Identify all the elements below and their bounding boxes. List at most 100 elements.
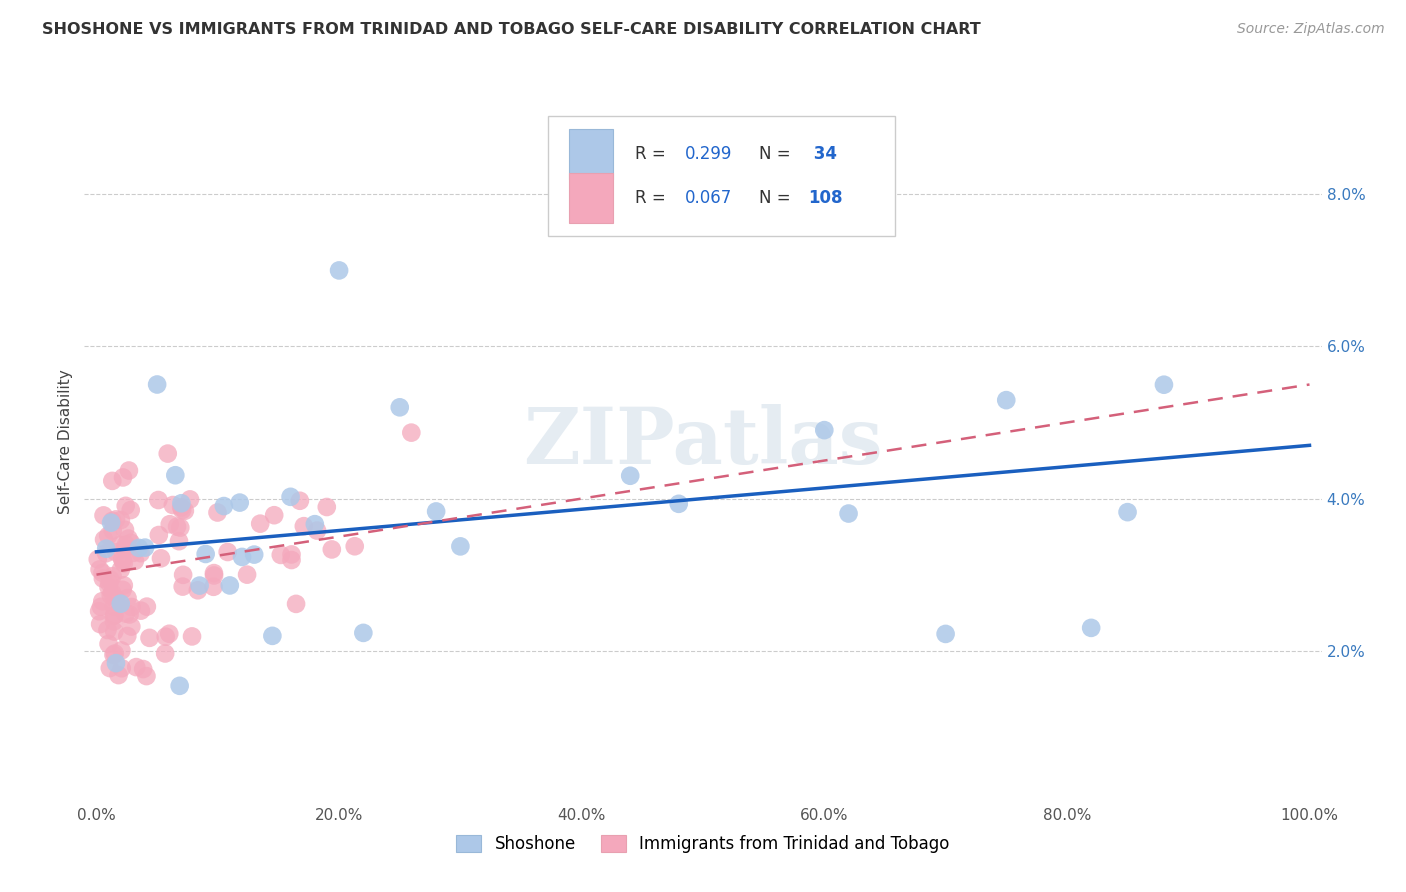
Point: [217, 545, 239, 559]
Point: [285, 597, 308, 611]
Point: [96, 623, 118, 637]
Point: [449, 540, 471, 554]
Point: [138, 631, 160, 645]
Point: [97, 637, 120, 651]
Point: [97, 580, 120, 594]
Point: [132, 662, 155, 676]
Point: [101, 474, 124, 488]
Point: [159, 517, 181, 532]
Point: [166, 519, 188, 533]
Point: [170, 496, 193, 510]
Point: [100, 516, 122, 530]
Point: [89, 562, 111, 576]
Point: [118, 607, 141, 622]
Point: [104, 656, 127, 670]
Point: [165, 468, 187, 483]
Point: [179, 492, 201, 507]
Point: [995, 393, 1018, 408]
Point: [121, 599, 143, 614]
Point: [304, 517, 326, 532]
Point: [321, 542, 343, 557]
Point: [157, 626, 180, 640]
Point: [93, 533, 115, 547]
Point: [103, 608, 125, 623]
Point: [262, 629, 284, 643]
Point: [101, 514, 124, 528]
Point: [111, 553, 134, 567]
Point: [315, 500, 337, 514]
Point: [172, 503, 194, 517]
Point: [114, 541, 136, 556]
Point: [162, 498, 184, 512]
Text: N =: N =: [759, 189, 796, 207]
Point: [838, 507, 860, 521]
Point: [425, 504, 447, 518]
Point: [173, 504, 195, 518]
Point: [117, 532, 139, 546]
Text: 0.067: 0.067: [685, 189, 731, 207]
Point: [91, 566, 114, 580]
Point: [96, 541, 118, 556]
Point: [169, 679, 191, 693]
Point: [243, 548, 266, 562]
Text: R =: R =: [636, 145, 671, 163]
Point: [100, 588, 122, 602]
Point: [149, 551, 172, 566]
Point: [194, 547, 217, 561]
Point: [153, 647, 176, 661]
Point: [117, 629, 139, 643]
Point: [101, 524, 124, 538]
Point: [128, 541, 150, 555]
Point: [202, 568, 225, 582]
Text: SHOSHONE VS IMMIGRANTS FROM TRINIDAD AND TOBAGO SELF-CARE DISABILITY CORRELATION: SHOSHONE VS IMMIGRANTS FROM TRINIDAD AND…: [42, 22, 981, 37]
Point: [98, 661, 121, 675]
Text: 108: 108: [808, 189, 842, 207]
Point: [122, 546, 145, 560]
Point: [156, 447, 179, 461]
Point: [94, 546, 117, 560]
Y-axis label: Self-Care Disability: Self-Care Disability: [58, 369, 73, 514]
Text: Source: ZipAtlas.com: Source: ZipAtlas.com: [1237, 22, 1385, 37]
Point: [120, 619, 142, 633]
Bar: [569, 173, 613, 223]
Point: [288, 493, 311, 508]
Point: [114, 607, 136, 621]
Point: [292, 519, 315, 533]
Point: [212, 499, 235, 513]
Point: [125, 660, 148, 674]
Point: [101, 586, 124, 600]
Text: ZIPatlas: ZIPatlas: [523, 403, 883, 480]
Point: [305, 524, 328, 538]
Point: [103, 648, 125, 662]
Point: [231, 549, 253, 564]
Point: [280, 490, 302, 504]
Legend: Shoshone, Immigrants from Trinidad and Tobago: Shoshone, Immigrants from Trinidad and T…: [450, 828, 956, 860]
Text: N =: N =: [759, 145, 796, 163]
Point: [91, 572, 114, 586]
Point: [101, 569, 124, 583]
Bar: [569, 128, 613, 179]
Point: [218, 578, 240, 592]
Point: [110, 513, 132, 527]
Point: [103, 608, 125, 623]
Point: [93, 508, 115, 523]
Point: [170, 500, 193, 515]
Point: [401, 425, 423, 440]
Point: [146, 377, 169, 392]
Point: [249, 516, 271, 531]
Point: [111, 470, 134, 484]
Point: [668, 497, 690, 511]
Point: [280, 548, 302, 562]
Point: [155, 630, 177, 644]
Point: [103, 599, 125, 614]
Point: [343, 539, 366, 553]
Point: [110, 643, 132, 657]
Point: [112, 557, 135, 571]
Point: [352, 626, 374, 640]
Point: [107, 668, 129, 682]
Point: [91, 594, 114, 608]
Point: [188, 578, 211, 592]
Point: [118, 463, 141, 477]
Point: [105, 592, 128, 607]
Point: [135, 669, 157, 683]
